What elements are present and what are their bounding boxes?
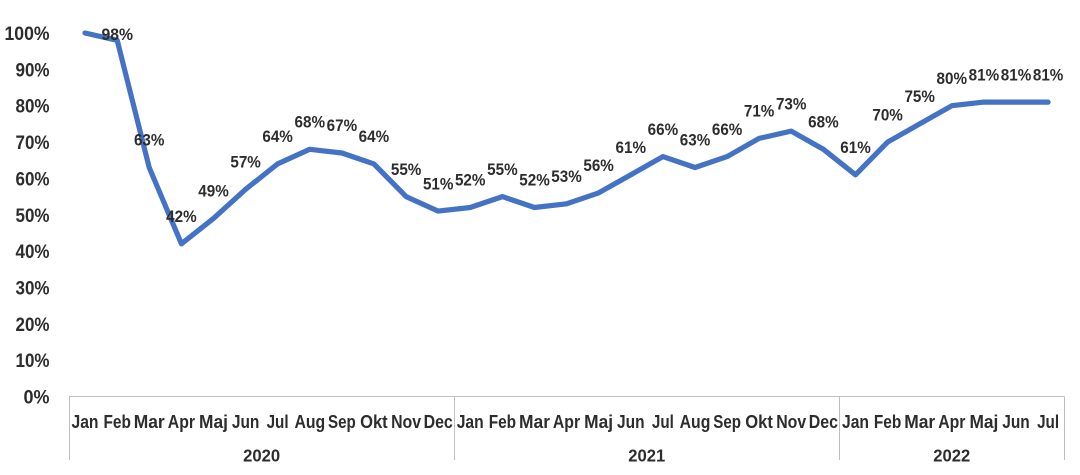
svg-text:60%: 60% <box>16 168 50 190</box>
svg-text:90%: 90% <box>16 59 50 81</box>
svg-text:Maj: Maj <box>199 412 228 432</box>
svg-text:68%: 68% <box>808 113 839 132</box>
svg-text:Feb: Feb <box>104 412 131 432</box>
svg-text:Mar: Mar <box>904 412 935 432</box>
svg-text:81%: 81% <box>1033 65 1064 84</box>
svg-text:73%: 73% <box>776 94 807 113</box>
svg-text:Apr: Apr <box>168 412 195 432</box>
svg-text:51%: 51% <box>423 174 454 193</box>
svg-text:Jan: Jan <box>842 412 869 432</box>
svg-text:Okt: Okt <box>360 412 388 432</box>
svg-text:56%: 56% <box>583 156 614 175</box>
svg-text:81%: 81% <box>1001 65 1032 84</box>
svg-text:Nov: Nov <box>776 412 806 432</box>
svg-text:Jun: Jun <box>617 412 645 432</box>
svg-text:70%: 70% <box>16 132 50 154</box>
svg-text:71%: 71% <box>744 102 775 121</box>
svg-text:49%: 49% <box>198 182 229 201</box>
svg-text:Sep: Sep <box>713 412 741 432</box>
svg-text:Apr: Apr <box>938 412 965 432</box>
svg-text:2021: 2021 <box>628 446 665 466</box>
svg-text:2022: 2022 <box>933 446 970 466</box>
svg-text:Jun: Jun <box>1002 412 1030 432</box>
svg-text:Aug: Aug <box>680 412 711 432</box>
svg-text:67%: 67% <box>327 116 358 135</box>
svg-text:Jul: Jul <box>267 412 289 432</box>
svg-text:Aug: Aug <box>294 412 325 432</box>
svg-text:68%: 68% <box>295 113 326 132</box>
svg-text:81%: 81% <box>969 65 1000 84</box>
svg-text:55%: 55% <box>487 160 518 179</box>
svg-text:Mar: Mar <box>519 412 550 432</box>
svg-text:Jul: Jul <box>1037 412 1059 432</box>
svg-text:Apr: Apr <box>553 412 580 432</box>
svg-text:Jan: Jan <box>72 412 99 432</box>
svg-text:52%: 52% <box>519 171 550 190</box>
svg-text:63%: 63% <box>680 131 711 150</box>
svg-text:50%: 50% <box>16 205 50 227</box>
svg-text:61%: 61% <box>840 138 871 157</box>
svg-text:80%: 80% <box>937 69 968 88</box>
svg-text:20%: 20% <box>16 314 50 336</box>
svg-text:98%: 98% <box>101 25 133 44</box>
svg-text:Jan: Jan <box>457 412 484 432</box>
svg-text:75%: 75% <box>904 87 935 106</box>
svg-text:64%: 64% <box>359 127 390 146</box>
svg-text:Dec: Dec <box>424 412 453 432</box>
svg-text:Sep: Sep <box>328 412 356 432</box>
svg-text:55%: 55% <box>391 160 422 179</box>
svg-text:0%: 0% <box>24 387 50 409</box>
svg-text:80%: 80% <box>16 96 50 118</box>
svg-text:100%: 100% <box>5 23 50 45</box>
svg-text:Dec: Dec <box>809 412 838 432</box>
svg-text:Feb: Feb <box>489 412 516 432</box>
svg-text:63%: 63% <box>134 131 165 150</box>
svg-text:Okt: Okt <box>745 412 773 432</box>
svg-text:Feb: Feb <box>874 412 901 432</box>
svg-text:70%: 70% <box>872 105 903 124</box>
svg-text:Maj: Maj <box>969 412 998 432</box>
svg-text:40%: 40% <box>16 241 50 263</box>
svg-text:57%: 57% <box>230 153 261 172</box>
svg-text:61%: 61% <box>616 138 647 157</box>
svg-text:10%: 10% <box>16 350 50 372</box>
svg-text:52%: 52% <box>455 171 486 190</box>
svg-text:2020: 2020 <box>243 446 280 466</box>
svg-text:Mar: Mar <box>134 412 165 432</box>
svg-text:66%: 66% <box>712 120 743 139</box>
svg-text:66%: 66% <box>648 120 679 139</box>
svg-text:53%: 53% <box>551 167 582 186</box>
svg-text:Nov: Nov <box>391 412 421 432</box>
svg-text:30%: 30% <box>16 277 50 299</box>
svg-text:Jun: Jun <box>232 412 260 432</box>
svg-text:Maj: Maj <box>584 412 613 432</box>
svg-text:Jul: Jul <box>652 412 674 432</box>
svg-text:42%: 42% <box>166 207 197 226</box>
svg-text:64%: 64% <box>262 127 293 146</box>
